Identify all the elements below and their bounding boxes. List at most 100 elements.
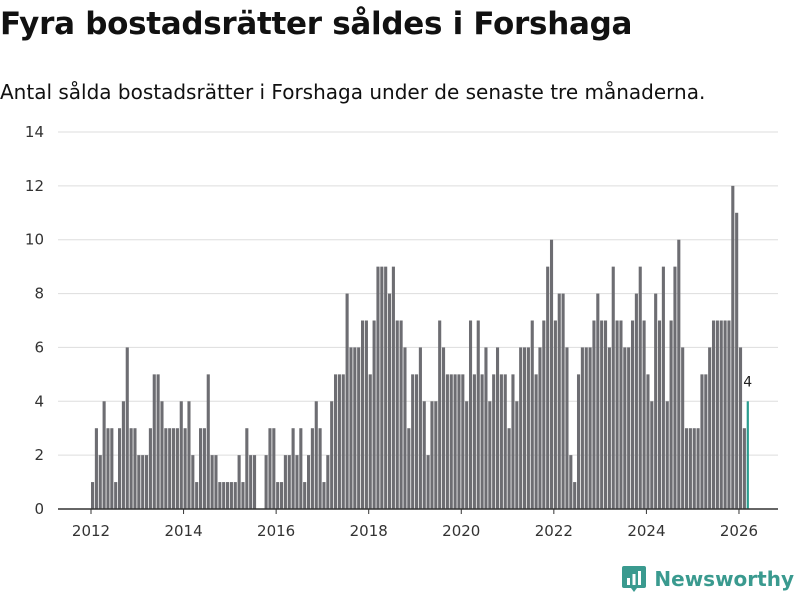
bar: [411, 374, 415, 509]
bar: [576, 374, 581, 509]
bar: [252, 455, 257, 509]
bar: [330, 401, 334, 509]
bar: [684, 428, 689, 509]
x-tick-label: 2018: [350, 522, 388, 540]
bar: [542, 320, 546, 509]
bar: [276, 482, 280, 509]
bar: [337, 374, 341, 509]
bar: [634, 293, 638, 509]
bar: [387, 293, 392, 509]
bar: [642, 320, 646, 509]
bar: [627, 347, 631, 509]
x-tick-label: 2020: [442, 522, 480, 540]
bar: [441, 347, 446, 509]
bar: [168, 428, 172, 509]
bar: [657, 320, 662, 509]
bar: [646, 374, 650, 509]
bar: [499, 374, 503, 509]
bar: [580, 347, 584, 509]
bar: [603, 320, 608, 509]
bar: [557, 293, 561, 509]
newsworthy-logo-text: Newsworthy: [654, 567, 794, 591]
bar: [179, 401, 183, 509]
bar: [218, 482, 222, 509]
bar: [573, 482, 577, 509]
bar: [210, 455, 214, 509]
bar: [357, 347, 361, 509]
bar: [476, 320, 480, 509]
bar: [607, 347, 611, 509]
bar: [268, 428, 272, 509]
bar: [118, 428, 122, 509]
bar: [318, 428, 322, 509]
axis-labels: 0 2 4 6 8 10 12 14 2012 2014 2016 2018 2020 2022 2024 2…: [25, 123, 758, 540]
bar: [164, 428, 168, 509]
bar: [333, 374, 338, 509]
bar: [372, 320, 376, 509]
chart-subtitle: Antal sålda bostadsrätter i Forshaga und…: [0, 80, 706, 104]
bar: [615, 320, 619, 509]
bar: [206, 374, 210, 509]
x-tick-label: 2016: [257, 522, 295, 540]
bar: [399, 320, 403, 509]
bar: [742, 428, 746, 509]
bar: [438, 320, 442, 509]
bar: [191, 455, 195, 509]
bar: [349, 347, 353, 509]
y-tick-label: 14: [25, 123, 44, 141]
bar: [553, 320, 557, 509]
bar: [584, 347, 588, 509]
bar: [148, 428, 152, 509]
bar: [738, 347, 743, 509]
bar: [492, 374, 496, 509]
bar: [468, 320, 473, 509]
bar: [430, 401, 434, 509]
bar: [272, 428, 276, 509]
bar: [360, 320, 365, 509]
bar: [380, 266, 384, 509]
bar: [287, 455, 291, 509]
bar: [241, 482, 245, 509]
bar: [129, 428, 133, 509]
bar: [110, 428, 114, 509]
bar: [175, 428, 179, 509]
bar: [673, 266, 677, 509]
bar: [233, 482, 237, 509]
bar: [214, 455, 218, 509]
newsworthy-logo: Newsworthy: [622, 566, 794, 592]
newsworthy-logo-icon: [622, 566, 647, 592]
bar: [688, 428, 692, 509]
bar: [650, 401, 654, 509]
bar: [183, 428, 187, 509]
bar: [222, 482, 226, 509]
x-tick-label: 2014: [164, 522, 202, 540]
bar: [172, 428, 176, 509]
bar: [669, 320, 673, 509]
bar: [588, 347, 592, 509]
bar: [426, 455, 430, 509]
bar: [303, 482, 307, 509]
bar: [630, 320, 635, 509]
bar: [114, 482, 118, 509]
bar: [727, 320, 731, 509]
bar: [484, 347, 488, 509]
bar: [534, 374, 538, 509]
bar: [414, 374, 419, 509]
bar: [677, 239, 681, 509]
bar: [495, 347, 500, 509]
x-axis: [58, 508, 778, 514]
bar: [719, 320, 723, 509]
bar: [530, 320, 534, 509]
bar: [160, 401, 164, 509]
bar: [711, 320, 716, 509]
bar: [141, 455, 145, 509]
x-tick-label: 2022: [535, 522, 573, 540]
bar: [546, 266, 550, 509]
bar: [422, 401, 426, 509]
y-tick-label: 2: [34, 446, 44, 464]
bar: [310, 428, 314, 509]
bar: [121, 401, 125, 509]
bar: [152, 374, 156, 509]
bar: [592, 320, 596, 509]
